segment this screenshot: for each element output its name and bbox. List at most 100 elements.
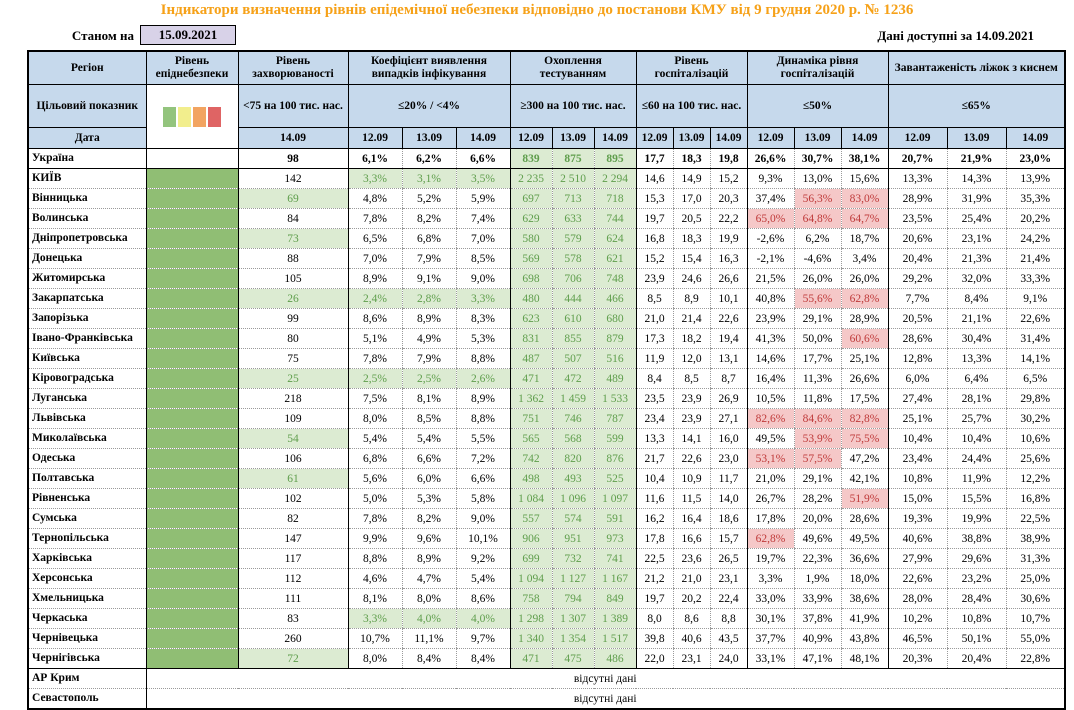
testing-coverage-cell: 2 510 <box>551 168 594 189</box>
detection-coef-cell: 7,9% <box>401 248 456 269</box>
hospitalization-cell: 43,5 <box>709 628 747 649</box>
testing-coverage-cell: 633 <box>551 208 594 229</box>
hospitalization-dynamics-cell: 57,5% <box>793 448 841 469</box>
oxygen-beds-cell: 13,3% <box>946 348 1006 369</box>
testing-coverage-cell: 751 <box>509 408 552 429</box>
testing-coverage-cell: 487 <box>509 348 552 369</box>
detection-coef-cell: 6,5% <box>347 228 402 249</box>
date-header-oxygen: 14.09 <box>1005 127 1066 149</box>
detection-coef-cell: 8,8% <box>455 348 510 369</box>
target-incidence: <75 на 100 тис. нас. <box>237 84 349 128</box>
testing-coverage-cell: 706 <box>551 268 594 289</box>
incidence-cell: 25 <box>237 368 348 389</box>
detection-coef-cell: 8,0% <box>347 408 402 429</box>
hospitalization-dynamics-cell: 49,5% <box>840 528 888 549</box>
incidence-cell: 109 <box>237 408 348 429</box>
detection-coef-cell: 8,8% <box>347 548 402 569</box>
hospitalization-dynamics-cell: 41,9% <box>840 608 888 629</box>
oxygen-beds-cell: 20,7% <box>887 148 947 169</box>
testing-coverage-cell: 471 <box>509 368 552 389</box>
epidemic-level-legend <box>145 84 239 149</box>
testing-coverage-cell: 574 <box>551 508 594 529</box>
testing-coverage-cell: 493 <box>551 468 594 489</box>
oxygen-beds-cell: 23,0% <box>1005 148 1065 169</box>
table-row: Хмельницька 111 8,1% 8,0% 8,6% 758 794 849 19,7 2… <box>27 588 1065 609</box>
incidence-cell: 73 <box>237 228 348 249</box>
hospitalization-dynamics-cell: 62,8% <box>840 288 888 309</box>
hospitalization-cell: 27,1 <box>709 408 747 429</box>
detection-coef-cell: 2,6% <box>455 368 510 389</box>
oxygen-beds-cell: 24,4% <box>946 448 1006 469</box>
region-name-cell: КИЇВ <box>27 168 146 189</box>
oxygen-beds-cell: 10,8% <box>946 608 1006 629</box>
date-header-oxygen: 13.09 <box>946 127 1007 149</box>
oxygen-beds-cell: 38,9% <box>1005 528 1065 549</box>
hospitalization-cell: 18,3 <box>672 148 710 169</box>
hospitalization-dynamics-cell: 9,3% <box>746 168 794 189</box>
hospitalization-dynamics-cell: 49,5% <box>746 428 794 449</box>
detection-coef-cell: 9,9% <box>347 528 402 549</box>
detection-coef-cell: 7,4% <box>455 208 510 229</box>
testing-coverage-cell: 568 <box>551 428 594 449</box>
hospitalization-dynamics-cell: 26,0% <box>793 268 841 289</box>
detection-coef-cell: 3,5% <box>455 168 510 189</box>
oxygen-beds-cell: 19,9% <box>946 508 1006 529</box>
testing-coverage-cell: 578 <box>551 248 594 269</box>
detection-coef-cell: 8,2% <box>401 508 456 529</box>
hospitalization-dynamics-cell: 17,7% <box>793 348 841 369</box>
hospitalization-dynamics-cell: 41,3% <box>746 328 794 349</box>
hospitalization-dynamics-cell: 33,0% <box>746 588 794 609</box>
detection-coef-cell: 8,0% <box>401 588 456 609</box>
date-row-header: Дата <box>27 127 147 149</box>
group-header-epidemic: Рівень епіднебезпеки <box>145 50 239 85</box>
hospitalization-cell: 23,1 <box>672 648 710 669</box>
testing-coverage-cell: 697 <box>509 188 552 209</box>
table-row: Херсонська 112 4,6% 4,7% 5,4% 1 094 1 127 1 167… <box>27 568 1065 589</box>
detection-coef-cell: 8,6% <box>347 308 402 329</box>
incidence-cell: 84 <box>237 208 348 229</box>
detection-coef-cell: 9,0% <box>455 508 510 529</box>
hospitalization-dynamics-cell: 82,6% <box>746 408 794 429</box>
hospitalization-cell: 8,5 <box>672 368 710 389</box>
region-name-cell: Львівська <box>27 408 146 429</box>
oxygen-beds-cell: 30,6% <box>1005 588 1065 609</box>
hospitalization-dynamics-cell: -2,6% <box>746 228 794 249</box>
hospitalization-cell: 20,2 <box>672 588 710 609</box>
oxygen-beds-cell: 25,7% <box>946 408 1006 429</box>
group-header-incidence: Рівень захворюваності <box>237 50 349 85</box>
oxygen-beds-cell: 16,8% <box>1005 488 1065 509</box>
oxygen-beds-cell: 30,2% <box>1005 408 1065 429</box>
hospitalization-dynamics-cell: 56,3% <box>793 188 841 209</box>
detection-coef-cell: 2,4% <box>347 288 402 309</box>
oxygen-beds-cell: 28,1% <box>946 388 1006 409</box>
hospitalization-dynamics-cell: 47,1% <box>793 648 841 669</box>
hospitalization-cell: 14,6 <box>635 168 673 189</box>
table-row: Київська 75 7,8% 7,9% 8,8% 487 507 516 11,9 12,0 1… <box>27 348 1065 369</box>
oxygen-beds-cell: 28,0% <box>887 588 947 609</box>
detection-coef-cell: 6,2% <box>401 148 456 169</box>
detection-coef-cell: 8,4% <box>455 648 510 669</box>
hospitalization-dynamics-cell: 25,1% <box>840 348 888 369</box>
hospitalization-dynamics-cell: 47,2% <box>840 448 888 469</box>
table-row: Севастополь відсутні дані <box>27 688 1065 710</box>
hospitalization-cell: 21,0 <box>635 308 673 329</box>
hospitalization-dynamics-cell: 18,7% <box>840 228 888 249</box>
date-header-hosp: 12.09 <box>635 127 674 149</box>
oxygen-beds-cell: 15,5% <box>946 488 1006 509</box>
detection-coef-cell: 8,1% <box>401 388 456 409</box>
date-header-incidence: 14.09 <box>237 127 349 149</box>
epidemic-level-cell <box>145 248 238 269</box>
table-row: Чернівецька 260 10,7% 11,1% 9,7% 1 340 1 354 1 … <box>27 628 1065 649</box>
detection-coef-cell: 5,6% <box>347 468 402 489</box>
region-name-cell: Закарпатська <box>27 288 146 309</box>
no-data-cell: відсутні дані <box>145 688 1065 710</box>
hospitalization-dynamics-cell: 75,5% <box>840 428 888 449</box>
hospitalization-cell: 17,7 <box>635 148 673 169</box>
hospitalization-dynamics-cell: 38,6% <box>840 588 888 609</box>
hospitalization-dynamics-cell: 43,8% <box>840 628 888 649</box>
date-header-dynamics: 12.09 <box>746 127 795 149</box>
incidence-cell: 99 <box>237 308 348 329</box>
oxygen-beds-cell: 9,1% <box>1005 288 1065 309</box>
hospitalization-dynamics-cell: 13,0% <box>793 168 841 189</box>
testing-coverage-cell: 1 533 <box>593 388 636 409</box>
